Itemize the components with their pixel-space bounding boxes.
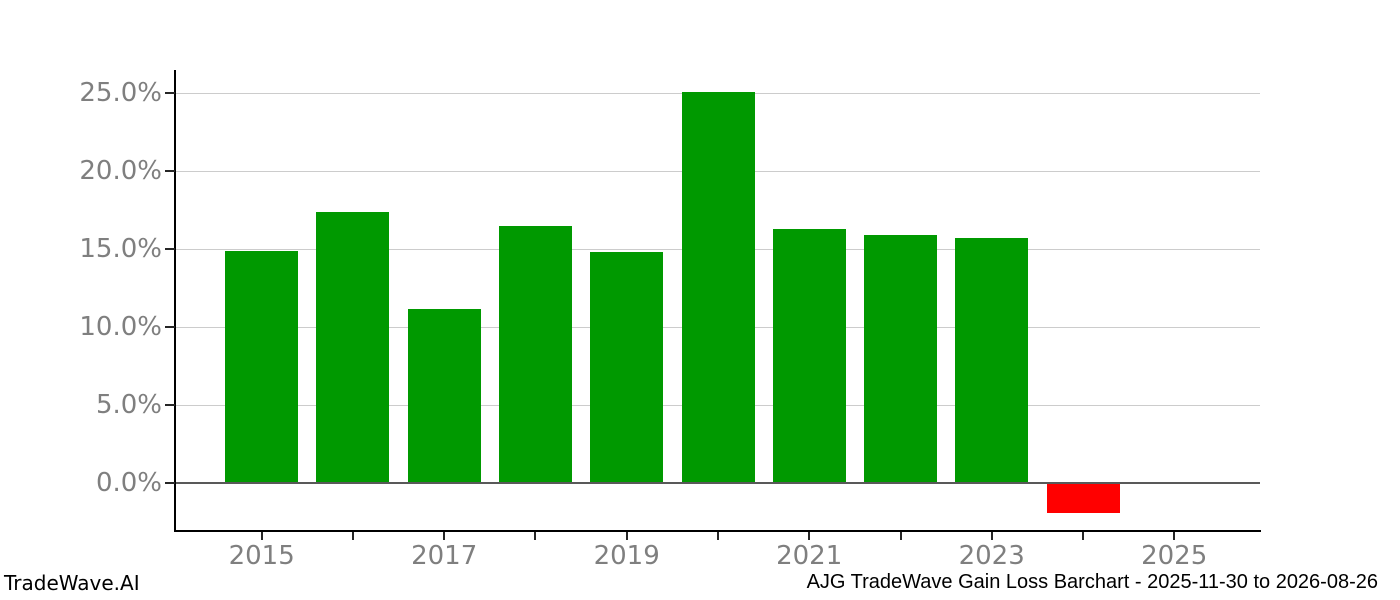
ytick-mark-20: [165, 170, 175, 173]
xtick-mark-2018: [534, 532, 537, 540]
y-axis-spine: [174, 70, 176, 532]
xtick-mark-2019: [625, 532, 628, 540]
ytick-mark-5: [165, 404, 175, 407]
xtick-mark-2016: [351, 532, 354, 540]
xtick-label-2023: 2023: [958, 541, 1025, 571]
xtick-label-2017: 2017: [411, 541, 478, 571]
xtick-mark-2020: [717, 532, 719, 540]
xtick-mark-2024: [1082, 532, 1084, 540]
bar-2016: [316, 211, 390, 484]
ytick-label-0: 0.0%: [95, 468, 162, 499]
bar-2017: [407, 308, 481, 484]
watermark-text: TradeWave.AI: [4, 571, 140, 595]
bar-2019: [590, 252, 664, 484]
ytick-mark-25: [165, 92, 175, 95]
xtick-label-2025: 2025: [1141, 541, 1208, 571]
xtick-mark-2015: [260, 532, 263, 540]
bar-2022: [864, 235, 937, 484]
ytick-label-20: 20.0%: [79, 156, 162, 187]
bar-2021: [772, 229, 846, 484]
x-axis-spine: [174, 530, 1261, 532]
xtick-label-2015: 2015: [228, 541, 295, 571]
bar-2020: [681, 91, 755, 484]
bar-2023: [955, 238, 1029, 484]
plot-area: [175, 70, 1260, 530]
xtick-mark-2025: [1173, 532, 1176, 540]
ytick-mark-10: [165, 326, 175, 329]
ytick-label-10: 10.0%: [79, 312, 162, 343]
ytick-label-25: 25.0%: [79, 78, 162, 109]
bar-2018: [498, 225, 572, 484]
xtick-mark-2021: [808, 532, 811, 540]
ytick-mark-0: [165, 482, 175, 485]
zero-baseline: [175, 482, 1260, 485]
xtick-mark-2022: [899, 532, 902, 540]
ytick-label-15: 15.0%: [79, 234, 162, 265]
ytick-label-5: 5.0%: [95, 390, 162, 421]
bar-2024: [1046, 483, 1120, 513]
xtick-mark-2017: [443, 532, 446, 540]
ytick-mark-15: [165, 248, 175, 251]
xtick-mark-2023: [990, 532, 993, 540]
xtick-label-2019: 2019: [593, 541, 660, 571]
xtick-label-2021: 2021: [776, 541, 843, 571]
bar-2015: [225, 250, 299, 484]
chart-title: AJG TradeWave Gain Loss Barchart - 2025-…: [806, 571, 1378, 593]
